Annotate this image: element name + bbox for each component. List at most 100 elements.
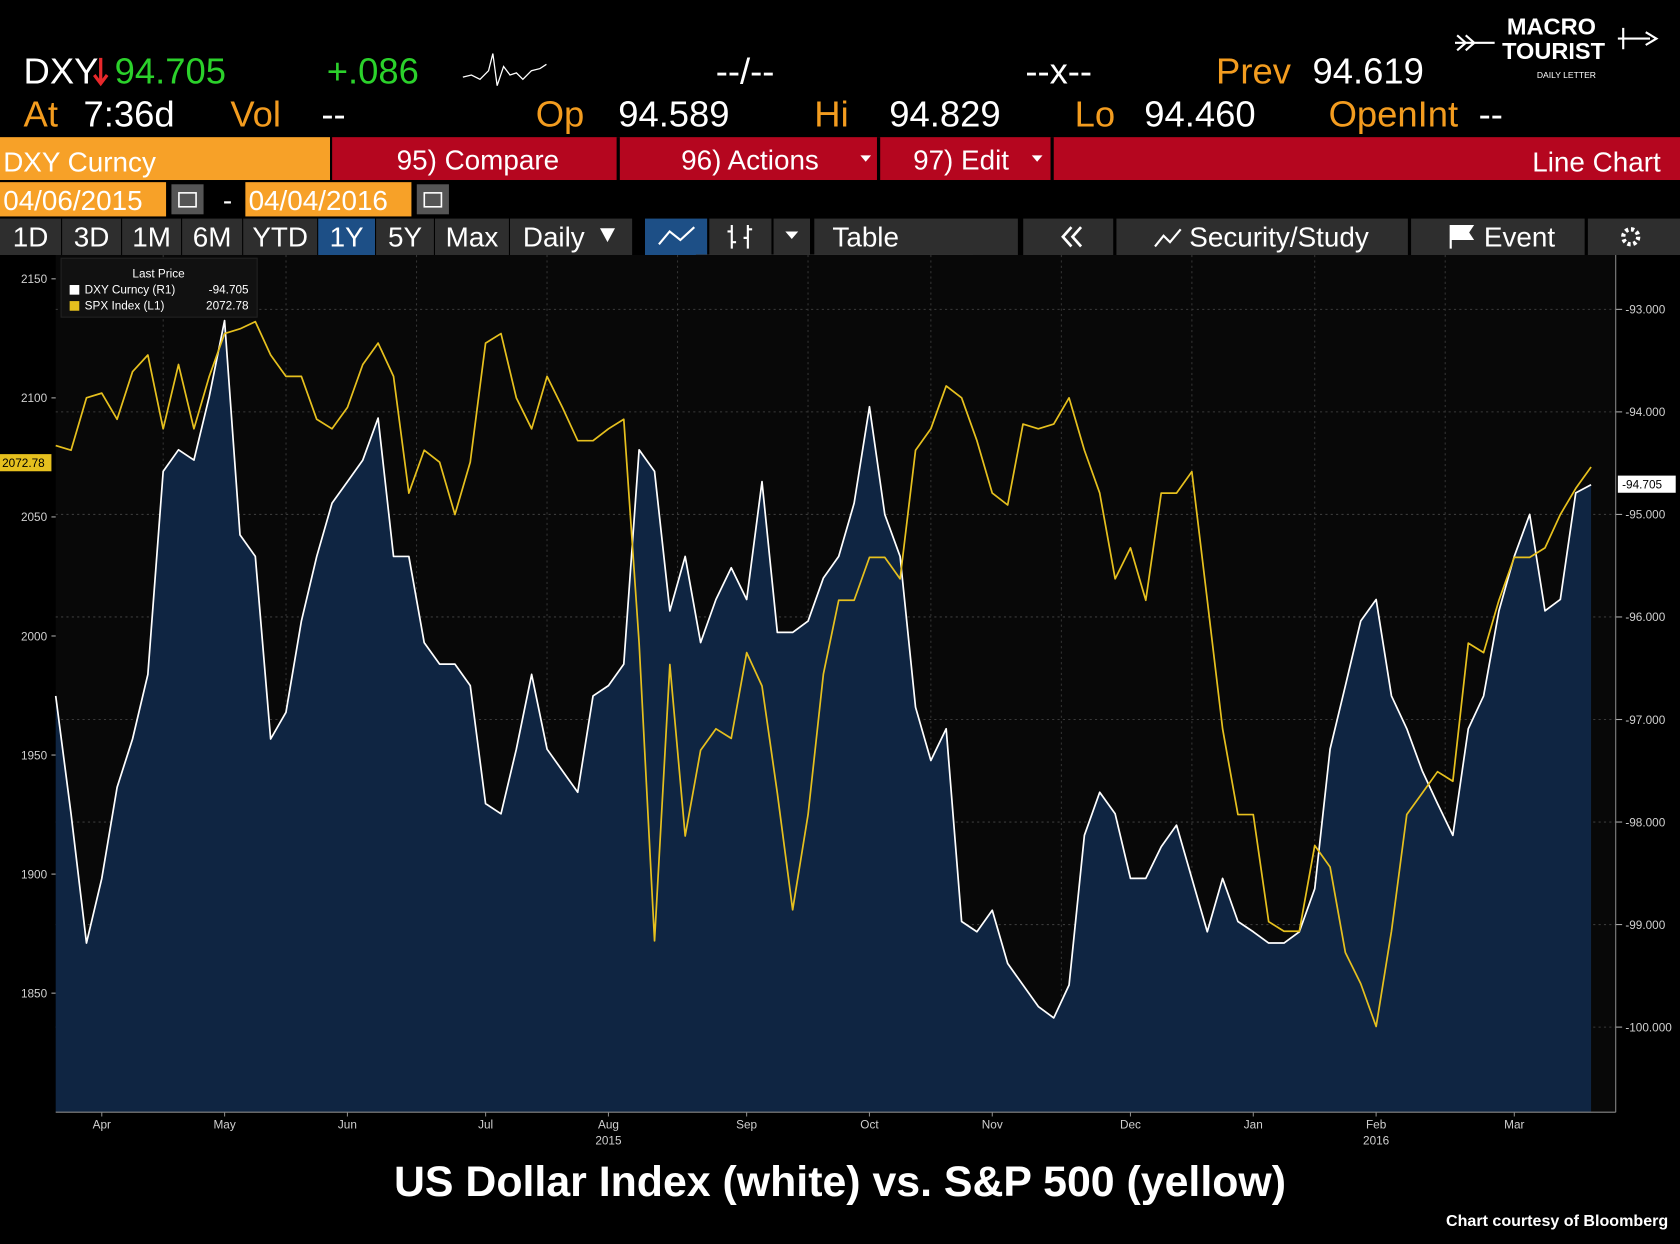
- table-label: Table: [832, 221, 899, 252]
- low-label: Lo: [1075, 93, 1115, 134]
- logo: MACRO TOURIST DAILY LETTER: [1455, 13, 1659, 80]
- period-label: 1Y: [330, 221, 364, 252]
- x-tick-label: Apr: [93, 1118, 111, 1131]
- at-label: At: [24, 93, 58, 134]
- period-label: 1M: [132, 221, 171, 252]
- calendar-glyph: [423, 192, 443, 208]
- credit: Chart courtesy of Bloomberg: [1446, 1212, 1668, 1230]
- red-toolbar: [332, 137, 1680, 181]
- y2-tick-label: -94.000: [1625, 406, 1665, 419]
- legend-value: -94.705: [209, 284, 249, 297]
- size: --x--: [1025, 51, 1092, 92]
- icon-glyph: [727, 225, 753, 249]
- start-date: 04/06/2015: [3, 185, 142, 216]
- icon-glyph: [658, 226, 696, 245]
- period-label: Max: [446, 221, 499, 252]
- period-button[interactable]: [182, 218, 243, 256]
- series-area: [55, 320, 1592, 1113]
- legend-box: [60, 257, 258, 318]
- collapse-button[interactable]: [1023, 218, 1114, 256]
- y-tick-label: 2050: [21, 511, 48, 524]
- edit-button[interactable]: 97) Edit: [913, 144, 1009, 175]
- start-date-box[interactable]: [0, 182, 167, 217]
- y-tick-label: 2100: [21, 392, 48, 405]
- date-separator: -: [223, 185, 232, 216]
- period-button[interactable]: [435, 218, 509, 256]
- period-label: 1D: [13, 221, 49, 252]
- bar-icon[interactable]: [709, 218, 772, 256]
- frequency: Daily: [523, 221, 585, 252]
- y-tick-label: 1950: [21, 749, 48, 762]
- logo-line: TOURIST: [1502, 38, 1606, 64]
- frequency-button[interactable]: [510, 218, 633, 256]
- period-buttons: 1D 3D 1M 6M YTD 1Y 5Y Max: [0, 218, 509, 256]
- dropdown-arrow: [600, 228, 615, 243]
- y-tick-label: 2150: [21, 273, 48, 286]
- event-tab[interactable]: [1411, 218, 1585, 256]
- chart: -93.000 -94.000 -95.000 -96.000 -97.000 -98.0…: [0, 255, 1676, 1147]
- view-name: Line Chart: [1532, 146, 1661, 177]
- prev-label: Prev: [1216, 51, 1292, 92]
- logo-arrows: [1455, 27, 1659, 52]
- flag-icon: [1449, 225, 1475, 249]
- y2-tick-label: -96.000: [1625, 611, 1665, 624]
- x-tick-label: Mar: [1504, 1118, 1524, 1131]
- y2-tick-label: -98.000: [1625, 816, 1665, 829]
- table-tab[interactable]: [814, 218, 1018, 256]
- period-label: YTD: [252, 221, 308, 252]
- gear-icon: [1621, 227, 1641, 247]
- legend-value: 2072.78: [206, 300, 249, 313]
- legend-swatch: [69, 285, 80, 295]
- y2-tick-label: -95.000: [1625, 509, 1665, 522]
- legend-entry: DXY Curncy (R1): [85, 284, 176, 297]
- vol-value: --: [321, 93, 345, 134]
- x-tick-label: Jul: [478, 1118, 493, 1131]
- x-tick-label: Nov: [982, 1118, 1003, 1131]
- series-line: [54, 319, 1592, 1019]
- period-button[interactable]: [376, 218, 434, 256]
- openint-label: OpenInt: [1329, 93, 1459, 134]
- low-value: 94.460: [1144, 93, 1255, 134]
- actions-button[interactable]: 96) Actions: [681, 144, 819, 175]
- y2-tick-label: -99.000: [1625, 919, 1665, 932]
- prev-value: 94.619: [1313, 51, 1424, 92]
- legend-title: Last Price: [132, 268, 185, 281]
- period-button[interactable]: [243, 218, 318, 256]
- icon-glyph: [1154, 228, 1182, 248]
- security-study-label: Security/Study: [1189, 221, 1369, 252]
- legend-swatch: [69, 301, 80, 311]
- logo-subtitle: DAILY LETTER: [1537, 70, 1596, 80]
- y2-tick-label: -93.000: [1625, 304, 1665, 317]
- open-label: Op: [536, 93, 585, 134]
- ticker: DXY: [24, 51, 99, 92]
- end-date: 04/04/2016: [249, 185, 388, 216]
- period-label: 3D: [74, 221, 110, 252]
- series-line: [55, 320, 1592, 1028]
- period-button[interactable]: [318, 218, 375, 256]
- period-button[interactable]: [62, 218, 122, 256]
- high-value: 94.829: [889, 93, 1000, 134]
- end-date-box[interactable]: [245, 182, 412, 217]
- calendar-icon[interactable]: [171, 184, 204, 215]
- settings-button[interactable]: [1587, 218, 1680, 256]
- dropdown-arrow: [1031, 155, 1043, 162]
- openint-value: --: [1479, 93, 1503, 134]
- period-button[interactable]: [0, 218, 62, 256]
- x-year-label: 2015: [595, 1134, 622, 1147]
- x-tick-label: Aug: [598, 1118, 619, 1131]
- y2-tick-label: -100.000: [1625, 1021, 1672, 1034]
- period-button[interactable]: [122, 218, 182, 256]
- calendar-icon[interactable]: [416, 184, 449, 215]
- compare-button[interactable]: 95) Compare: [397, 144, 559, 175]
- y-tick-label: 1900: [21, 868, 48, 881]
- period-label: 5Y: [388, 221, 422, 252]
- logo-line: MACRO: [1507, 13, 1596, 39]
- x-tick-label: Oct: [860, 1118, 879, 1131]
- x-tick-label: Jan: [1244, 1118, 1263, 1131]
- down-arrow: [93, 57, 109, 87]
- caption: US Dollar Index (white) vs. S&P 500 (yel…: [394, 1158, 1286, 1206]
- net-change: +.086: [327, 51, 419, 92]
- time: 7:36d: [84, 93, 175, 134]
- security-box[interactable]: [0, 137, 330, 181]
